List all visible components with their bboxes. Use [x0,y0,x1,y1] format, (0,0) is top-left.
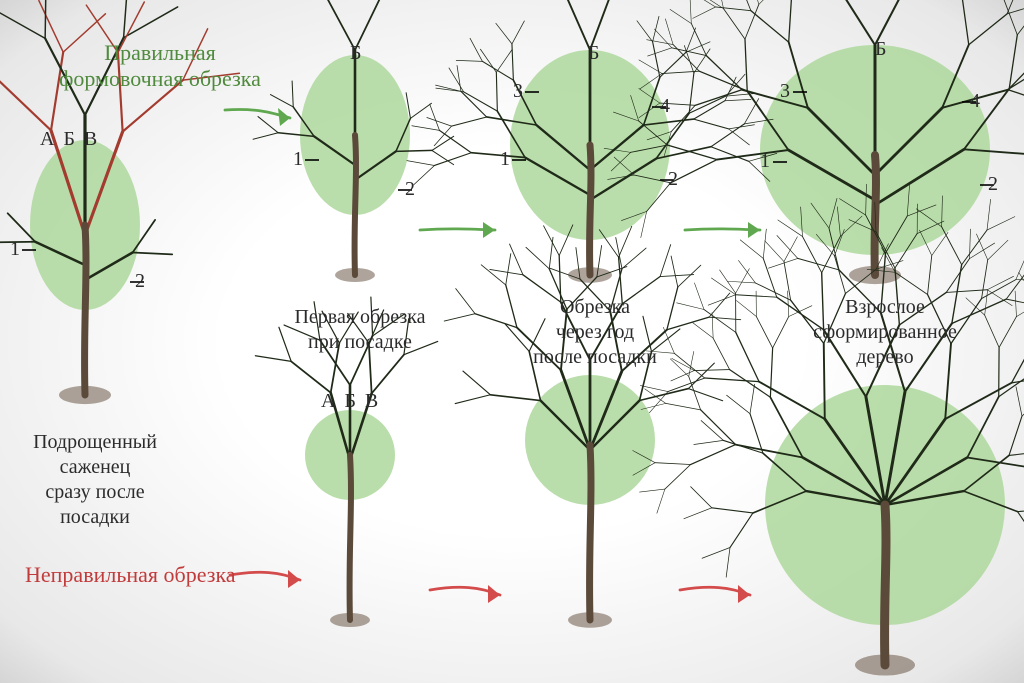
trunk [885,505,886,665]
trunk [355,135,356,275]
label-top3-1: 1 [760,150,770,173]
trunk [590,445,591,620]
trunk [875,155,876,275]
crown-c-top-2 [510,50,670,240]
label-top3-b: Б [875,38,886,61]
label-top2-3: 3 [513,80,523,103]
arrow-head [288,570,300,588]
tree-top3 [604,0,1024,238]
label-top3-3: 3 [780,80,790,103]
label-top1-2: 2 [405,178,415,201]
arrow [430,587,500,595]
crown-c-bot-3 [765,385,1005,625]
crown-c-bot-2 [525,375,655,505]
arrow [230,572,300,580]
soil [330,613,370,627]
arrow [420,229,495,230]
label-top3-2: 2 [988,173,998,196]
title-correct: Правильная формовочная обрезка [40,40,280,92]
label-top2-1: 1 [500,148,510,171]
trunk [85,225,86,395]
soil [335,268,375,282]
arrow-head [738,585,750,603]
label-bot1-abv: А Б В [321,390,380,413]
tree-top1 [253,0,454,180]
arrow-head [278,108,290,126]
soil [59,386,111,404]
tree-bot3 [633,184,1024,577]
crown-c-top-1 [300,55,410,215]
trunk [350,455,351,620]
arrow-head [748,222,760,238]
caption-mature: Взрослое сформированное дерево [790,295,980,370]
label-top3-4: 4 [970,90,980,113]
soil [849,266,901,284]
label-top2-b: Б [588,42,599,65]
label-sapling-1: 1 [10,238,20,261]
arrow [685,229,760,230]
title-incorrect: Неправильная обрезка [25,562,236,588]
caption-first: Первая обрезка при посадке [270,305,450,355]
arrow-head [488,585,500,603]
soil [568,612,612,627]
label-sapling-2: 2 [135,270,145,293]
label-top1-1: 1 [293,148,303,171]
soil [568,267,612,282]
crown-c-bot-1 [305,410,395,500]
label-top2-2: 2 [668,168,678,191]
label-top2-4: 4 [660,95,670,118]
arrow [680,587,750,595]
label-sapling-abv: А Б В [40,128,99,151]
crown-c-sapling [30,140,140,310]
crown-c-top-3 [760,45,990,255]
caption-year: Обрезка через год после посадки [510,295,680,370]
trunk [590,145,591,275]
arrow [225,109,290,118]
arrow-head [483,222,495,238]
caption-sapling: Подрощенный саженец сразу после посадки [20,430,170,530]
soil [855,655,915,676]
tree-top2 [407,0,777,200]
label-top1-b: Б [350,42,361,65]
